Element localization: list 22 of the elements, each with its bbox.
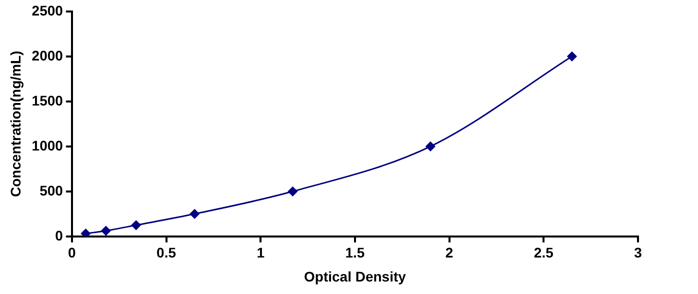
y-axis-title: Concentration(ng/mL) bbox=[7, 50, 24, 198]
y-tick-label: 2500 bbox=[32, 2, 64, 18]
point bbox=[101, 226, 111, 236]
point bbox=[567, 52, 577, 62]
x-tick-label: 2.5 bbox=[534, 244, 554, 261]
x-tick-label: 2 bbox=[445, 244, 454, 261]
y-tick-label: 2000 bbox=[32, 47, 64, 64]
y-tick-label: 0 bbox=[55, 227, 64, 244]
y-tick-label: 500 bbox=[40, 182, 64, 198]
point bbox=[80, 228, 90, 236]
x-tick-label: 1.5 bbox=[345, 244, 365, 261]
x-axis-title: Optical Density bbox=[304, 268, 406, 284]
y-tick-label: 1500 bbox=[32, 92, 64, 108]
x-tick-label: 0 bbox=[68, 244, 76, 261]
point bbox=[190, 209, 200, 219]
point bbox=[288, 186, 298, 196]
x-tick-label: 0.5 bbox=[156, 244, 176, 261]
point bbox=[426, 142, 436, 152]
x-tick-label: 1 bbox=[256, 244, 265, 261]
y-tick-label: 1000 bbox=[32, 137, 64, 154]
x-tick-label: 3 bbox=[634, 244, 642, 261]
point bbox=[131, 220, 141, 230]
